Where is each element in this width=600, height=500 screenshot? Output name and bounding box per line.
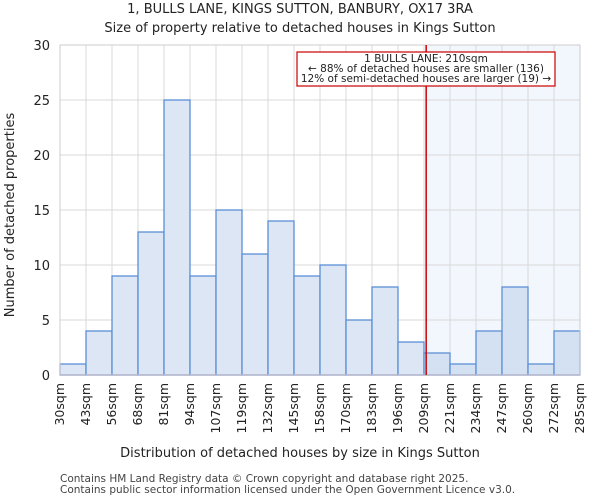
y-tick-label: 5 <box>42 314 50 329</box>
chart-title: 1, BULLS LANE, KINGS SUTTON, BANBURY, OX… <box>127 2 473 17</box>
x-tick-label: 145sqm <box>286 383 301 433</box>
x-tick-label: 234sqm <box>468 383 483 433</box>
x-tick-label: 94sqm <box>182 383 197 426</box>
x-tick-label: 158sqm <box>312 383 327 433</box>
histogram-bar <box>59 363 87 376</box>
histogram-bar <box>111 275 139 376</box>
histogram-bar <box>527 363 555 376</box>
footer-line-2: Contains public sector information licen… <box>60 484 516 496</box>
histogram-bar <box>189 275 217 376</box>
histogram-bar <box>475 330 503 376</box>
histogram-bar <box>85 330 113 376</box>
y-tick-label: 15 <box>33 204 50 219</box>
histogram-bar <box>345 319 373 376</box>
x-tick-label: 170sqm <box>338 383 353 433</box>
x-tick-label: 247sqm <box>494 383 509 433</box>
histogram-bar <box>293 275 321 376</box>
histogram-bar <box>423 352 451 376</box>
x-tick-label: 183sqm <box>364 383 379 433</box>
annotation-line-3: 12% of semi-detached houses are larger (… <box>301 73 552 85</box>
x-tick-label: 119sqm <box>234 383 249 433</box>
y-axis-label: Number of detached properties <box>3 113 18 318</box>
annotation-box <box>296 51 556 87</box>
histogram-bar <box>553 330 581 376</box>
histogram-bar <box>371 286 399 376</box>
y-tick-label: 0 <box>42 369 50 384</box>
footer-line-1: Contains HM Land Registry data © Crown c… <box>60 473 469 485</box>
y-tick-label: 20 <box>33 149 50 164</box>
annotation-line-2: ← 88% of detached houses are smaller (13… <box>308 63 544 75</box>
y-tick-label: 10 <box>33 259 50 274</box>
x-tick-label: 107sqm <box>208 383 223 433</box>
histogram-bar <box>241 253 269 376</box>
x-tick-label: 68sqm <box>130 383 145 426</box>
x-tick-label: 30sqm <box>52 383 67 426</box>
y-tick-label: 30 <box>33 39 50 54</box>
histogram-bar <box>267 220 295 376</box>
x-tick-label: 221sqm <box>442 383 457 433</box>
x-tick-label: 132sqm <box>260 383 275 433</box>
annotation-line-1: 1 BULLS LANE: 210sqm <box>364 53 488 65</box>
histogram-bar <box>137 231 165 376</box>
x-tick-label: 272sqm <box>546 383 561 433</box>
histogram-bar <box>501 286 529 376</box>
x-axis-label: Distribution of detached houses by size … <box>120 446 480 461</box>
x-tick-label: 209sqm <box>416 383 431 433</box>
x-tick-label: 285sqm <box>572 383 587 433</box>
x-tick-label: 196sqm <box>390 383 405 433</box>
histogram-bar <box>449 363 477 376</box>
histogram-bar <box>319 264 347 376</box>
x-tick-label: 43sqm <box>78 383 93 426</box>
histogram-bar <box>163 99 191 376</box>
histogram-bar <box>215 209 243 376</box>
x-tick-label: 56sqm <box>104 383 119 426</box>
chart-subtitle: Size of property relative to detached ho… <box>104 21 495 36</box>
y-tick-label: 25 <box>33 94 50 109</box>
x-tick-label: 260sqm <box>520 383 535 433</box>
x-tick-label: 81sqm <box>156 383 171 426</box>
histogram-bar <box>397 341 425 376</box>
